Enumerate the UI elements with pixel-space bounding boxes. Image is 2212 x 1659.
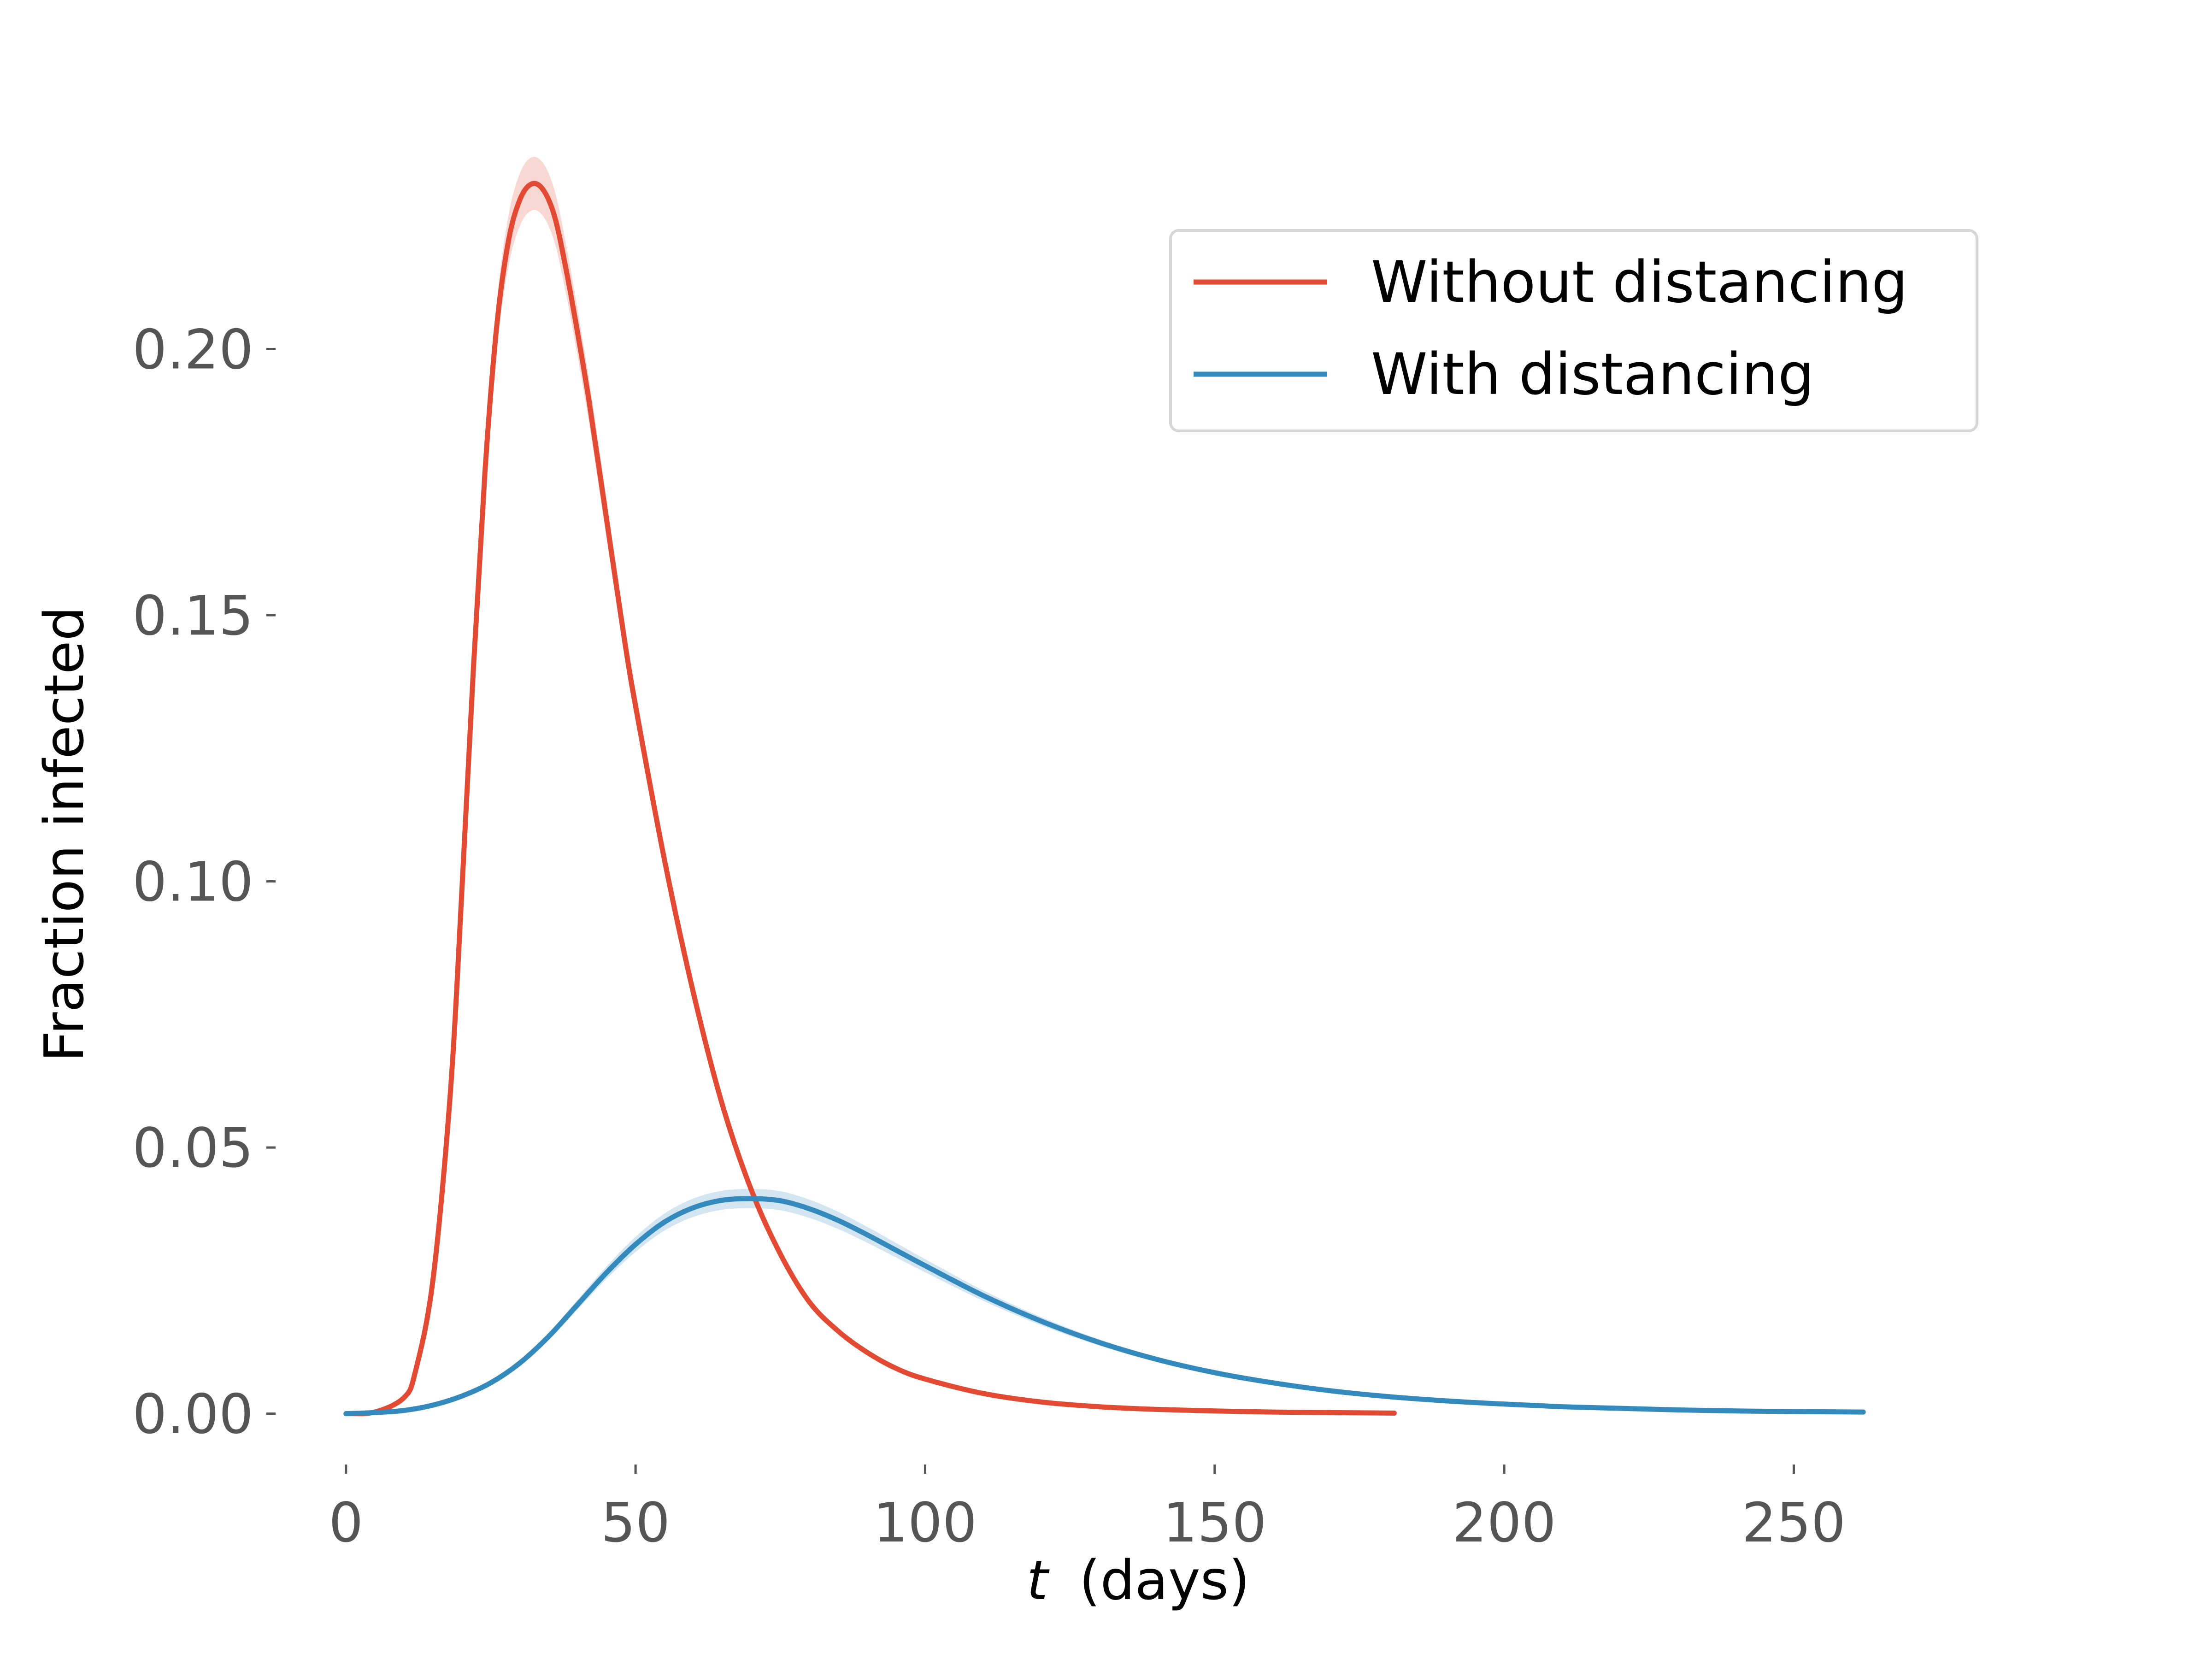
legend-label-without-distancing: Without distancing (1371, 249, 1908, 316)
y-tick-label: 0.00 (132, 1382, 253, 1446)
y-axis-label: Fraction infected (32, 606, 96, 1062)
x-tick-label: 150 (1163, 1491, 1266, 1554)
legend-label-with-distancing: With distancing (1371, 341, 1814, 408)
legend-box (1169, 229, 1978, 432)
x-axis-unit: (days) (1062, 1548, 1250, 1612)
series-lines (343, 181, 1866, 1417)
y-tick-label: 0.10 (132, 850, 253, 914)
x-axis-label: t (days) (1027, 1548, 1250, 1612)
x-tick-label: 50 (601, 1491, 670, 1554)
x-axis-ticks: 0 50 100 150 200 250 (329, 1465, 1846, 1554)
band-with-distancing (346, 1189, 1864, 1414)
y-tick-label: 0.05 (132, 1116, 253, 1180)
x-tick-label: 200 (1453, 1491, 1556, 1554)
line-without-distancing (343, 181, 1397, 1417)
x-tick-label: 0 (329, 1491, 363, 1554)
y-axis-ticks: 0.00 0.05 0.10 0.15 0.20 (132, 318, 276, 1446)
y-tick-label: 0.20 (132, 318, 253, 382)
line-with-distancing (343, 1196, 1866, 1417)
x-tick-label: 100 (873, 1491, 977, 1554)
y-tick-label: 0.15 (132, 584, 253, 647)
legend: Without distancing With distancing (1169, 229, 1978, 432)
x-axis-variable: t (1027, 1548, 1050, 1612)
x-tick-label: 250 (1742, 1491, 1846, 1554)
